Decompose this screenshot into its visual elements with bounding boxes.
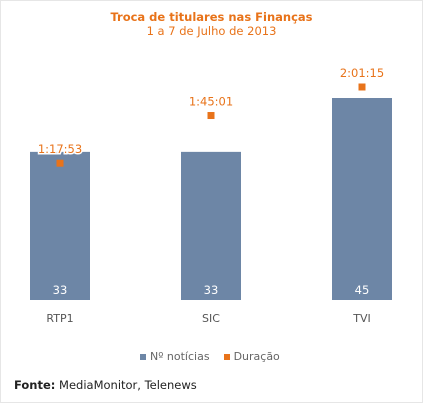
bar-value-label: 33: [53, 283, 68, 297]
legend-item-noticias: Nº notícias: [140, 350, 210, 363]
bar-sic: [181, 151, 241, 300]
duration-label: 1:17:53: [38, 142, 82, 156]
source-text: MediaMonitor, Telenews: [59, 378, 197, 392]
category-label: TVI: [352, 312, 371, 325]
duration-point: [207, 112, 215, 120]
legend-label-duracao: Duração: [233, 350, 280, 363]
bar-value-label: 33: [204, 283, 219, 297]
legend-swatch-noticias: [140, 353, 146, 360]
legend: Nº notícias Duração: [140, 350, 280, 363]
duration-label: 2:01:15: [340, 66, 384, 80]
chart-title: Troca de titulares nas Finanças: [110, 10, 313, 24]
chart-plot: 33 RTP1 1:17:53 33 SIC 1:45:01 45 TVI 2:01:15: [30, 65, 392, 325]
legend-item-duracao: Duração: [223, 350, 280, 363]
bar-tvi: [332, 98, 392, 300]
chart-subtitle: 1 a 7 de Julho de 2013: [146, 24, 277, 38]
bar-value-label: 45: [355, 283, 370, 297]
duration-point: [56, 159, 64, 167]
source-label: Fonte:: [14, 378, 56, 392]
duration-point: [358, 83, 366, 91]
bar-rtp1: [30, 151, 90, 300]
legend-label-noticias: Nº notícias: [150, 350, 210, 363]
category-label: SIC: [202, 312, 220, 325]
legend-swatch-duracao: [223, 353, 230, 360]
duration-label: 1:45:01: [189, 95, 233, 109]
category-label: RTP1: [46, 312, 73, 325]
source-note: Fonte: MediaMonitor, Telenews: [14, 378, 197, 392]
